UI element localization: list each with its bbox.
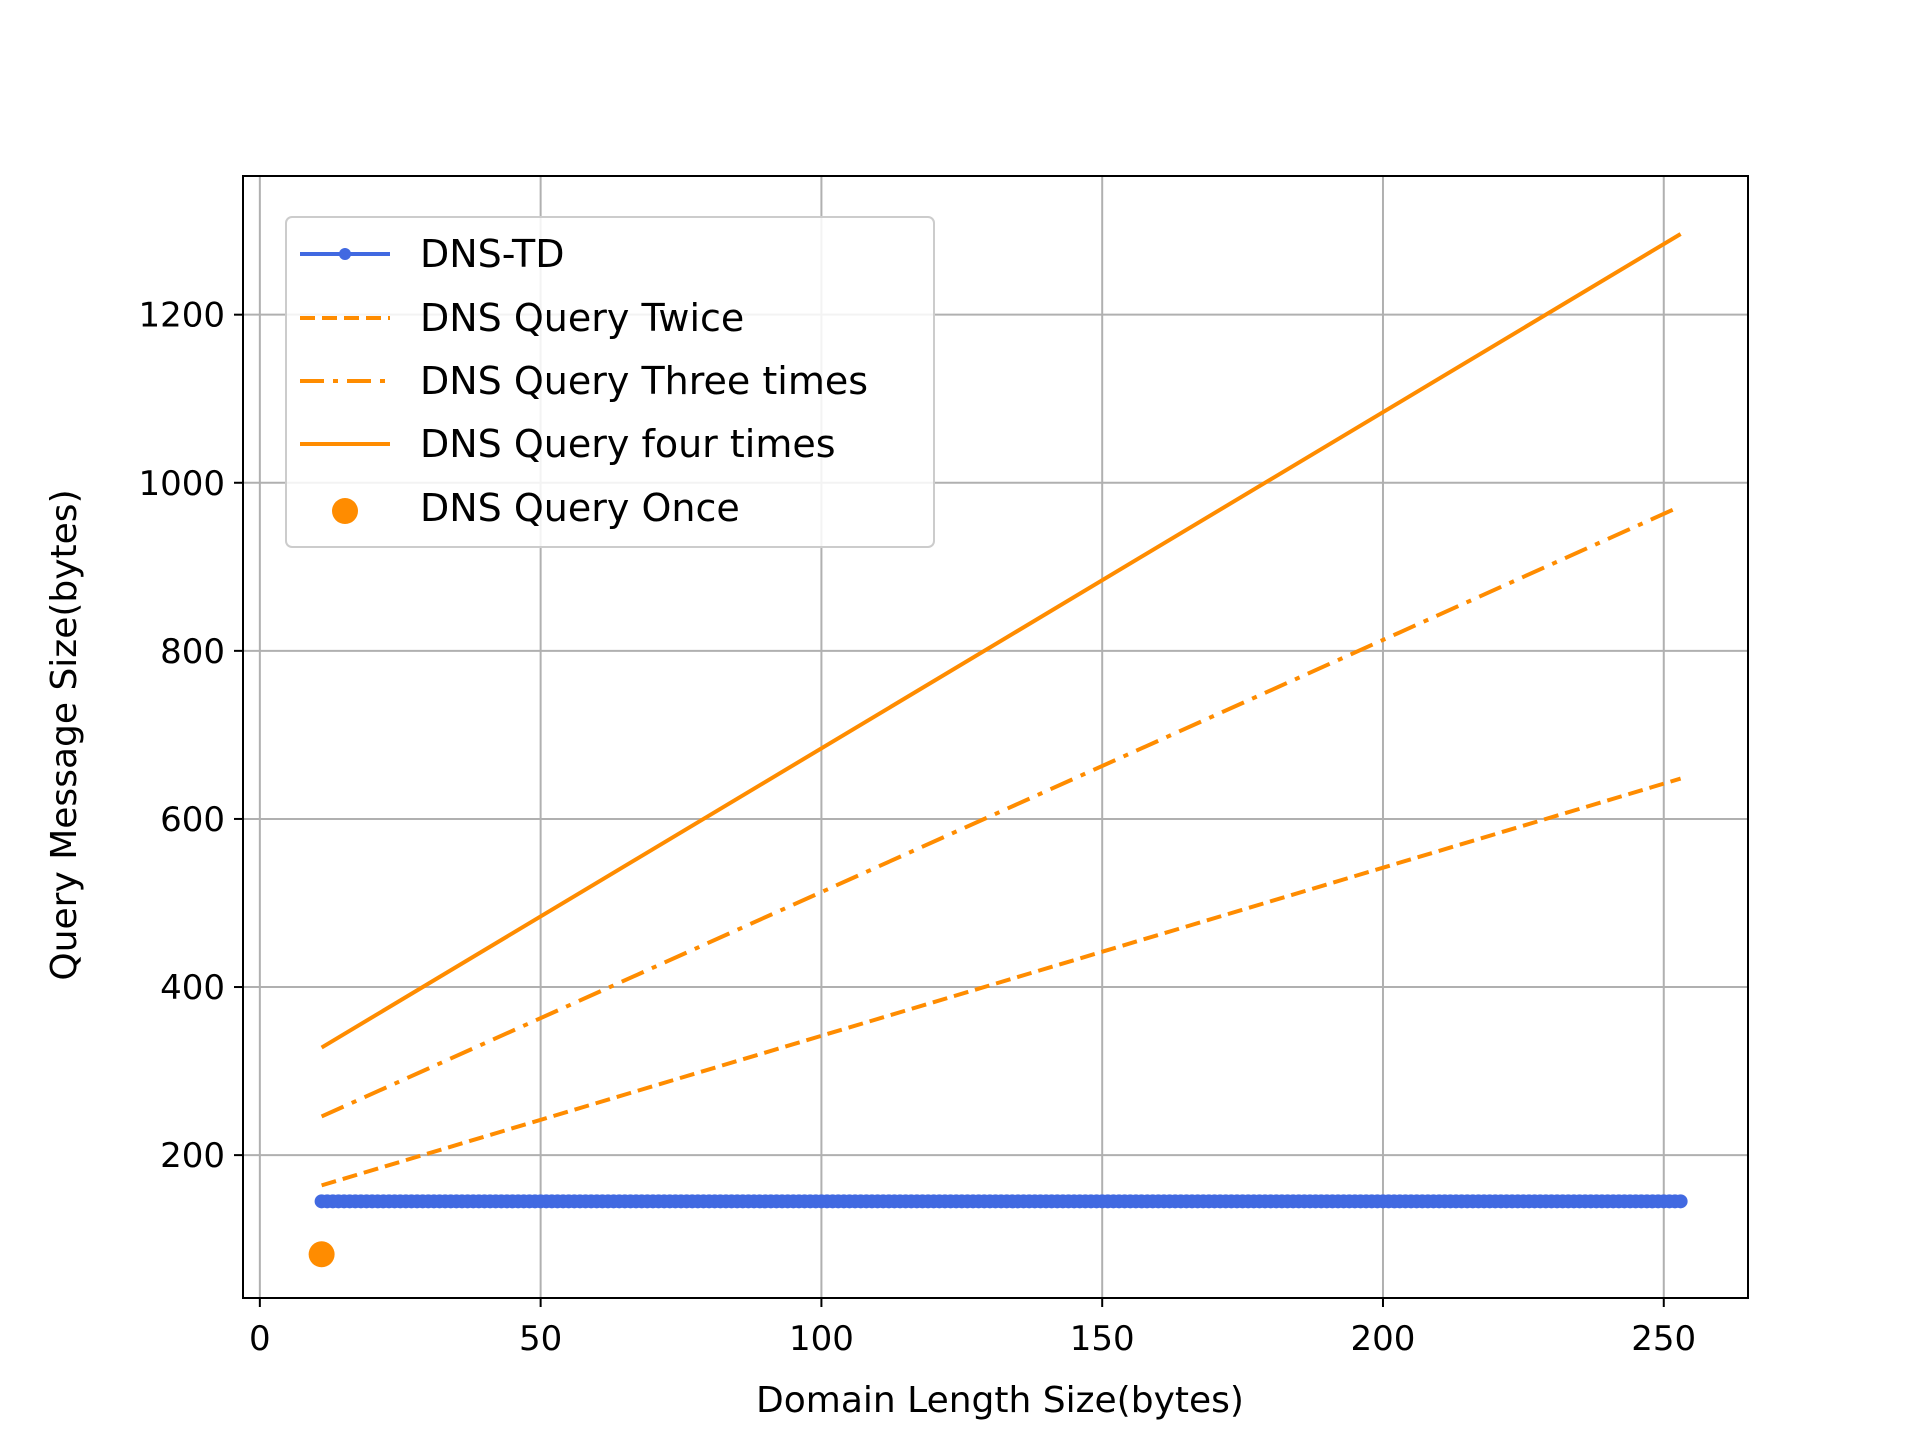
series-dns-query-three-times-line [320,504,1682,1119]
legend-marker-dns-td [339,248,351,260]
x-tick-label: 150 [1070,1319,1135,1359]
series-dns-td-point [1673,1194,1688,1209]
legend-label-query-once: DNS Query Once [420,486,740,530]
x-tick-label: 0 [249,1319,271,1359]
axis-ticks: 0 50 100 150 200 250 200 400 600 800 1000 1200 [138,296,1696,1359]
x-tick-label: 200 [1351,1319,1416,1359]
legend-box [285,216,935,548]
x-axis-label: Domain Length Size(bytes) [756,1380,1244,1421]
x-tick-label: 100 [789,1319,854,1359]
legend: DNS-TD DNS Query Twice DNS Query Three t… [285,216,935,548]
series-layer [308,232,1688,1268]
y-axis-label: Query Message Size(bytes) [44,489,85,980]
legend-label-dns-td: DNS-TD [420,232,565,276]
series-dns-query-once-point [308,1241,335,1268]
y-tick-label: 600 [160,800,225,840]
series-dns-query-four-times-line [320,232,1682,1050]
y-tick-label: 800 [160,632,225,672]
legend-label-query-twice: DNS Query Twice [420,296,744,340]
plot-area-frame [242,175,1749,1299]
y-tick-label: 400 [160,968,225,1008]
x-tick-label: 50 [519,1319,562,1359]
legend-label-query-three: DNS Query Three times [420,359,868,403]
y-tick-label: 1000 [138,464,225,504]
x-tick-label: 250 [1631,1319,1696,1359]
legend-marker-query-once [332,498,358,524]
y-tick-label: 200 [160,1136,225,1176]
y-tick-label: 1200 [138,296,225,336]
legend-label-query-four: DNS Query four times [420,422,836,466]
series-dns-query-twice-line [321,776,1682,1188]
